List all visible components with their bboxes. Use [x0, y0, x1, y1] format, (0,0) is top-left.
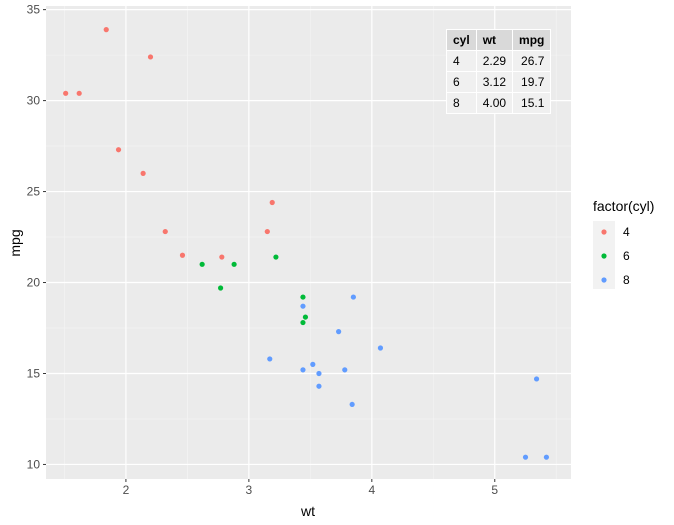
table-row: 4 2.29 26.7 — [446, 50, 552, 72]
data-point-cyl-4 — [140, 170, 146, 176]
data-point-cyl-8 — [377, 345, 384, 351]
x-tick-label: 5 — [491, 483, 498, 497]
y-tick-label: 25 — [27, 185, 41, 199]
x-tick-label: 3 — [246, 483, 253, 497]
legend: factor(cyl) 4 6 8 — [593, 198, 654, 289]
table-cell: 3.12 — [475, 71, 514, 93]
table-row: 6 3.12 19.7 — [446, 71, 552, 93]
table-cell: 4 — [446, 50, 477, 72]
axis-ticks — [43, 9, 496, 482]
data-point-cyl-8 — [342, 367, 348, 373]
table-cell: 6 — [446, 71, 477, 93]
data-point-cyl-8 — [300, 303, 306, 309]
summary-table: cyl wt mpg 4 2.29 26.7 6 3.12 19.7 8 4.0… — [446, 29, 552, 114]
data-point-cyl-4 — [162, 228, 168, 235]
data-point-cyl-8 — [300, 367, 306, 373]
data-point-cyl-4 — [115, 147, 122, 153]
table-cell: 4.00 — [475, 92, 514, 114]
table-cell: 19.7 — [512, 71, 552, 93]
table-cell: 26.7 — [512, 50, 552, 72]
table-header-row: cyl wt mpg — [446, 29, 552, 51]
y-axis-title: mpg — [7, 229, 23, 256]
data-point-cyl-6 — [302, 314, 309, 320]
data-point-cyl-8 — [533, 376, 540, 382]
data-point-cyl-4 — [269, 199, 275, 206]
data-point-cyl-8 — [522, 454, 529, 460]
data-point-cyl-4 — [76, 90, 82, 96]
legend-label: 8 — [623, 273, 630, 287]
table-row: 8 4.00 15.1 — [446, 92, 552, 114]
table-cell: 2.29 — [475, 50, 514, 72]
y-tick-label: 10 — [27, 457, 41, 471]
y-tick-label: 15 — [27, 366, 41, 380]
data-point-cyl-6 — [300, 319, 306, 326]
legend-key-cyl-6 — [601, 253, 607, 259]
y-tick-labels: 10 15 20 25 30 35 — [27, 3, 41, 472]
legend-title: factor(cyl) — [593, 198, 654, 214]
data-point-cyl-8 — [310, 361, 316, 367]
data-point-cyl-4 — [219, 254, 225, 260]
header-wt: wt — [475, 29, 514, 51]
y-tick-label: 30 — [27, 94, 41, 108]
y-tick-label: 35 — [27, 3, 41, 17]
legend-label: 6 — [623, 249, 630, 263]
header-mpg: mpg — [512, 29, 552, 51]
data-point-cyl-4 — [63, 90, 69, 96]
legend-label: 4 — [623, 225, 630, 239]
data-point-cyl-6 — [300, 294, 306, 300]
data-point-cyl-4 — [179, 252, 186, 258]
data-point-cyl-6 — [273, 254, 279, 260]
y-tick-label: 20 — [27, 276, 41, 290]
data-point-cyl-8 — [543, 454, 550, 460]
data-points — [63, 27, 550, 460]
data-point-cyl-6 — [231, 261, 237, 267]
legend-key-cyl-4 — [601, 229, 607, 235]
data-point-cyl-8 — [316, 383, 322, 389]
data-point-cyl-4 — [264, 228, 270, 235]
data-point-cyl-4 — [103, 27, 109, 33]
header-cyl: cyl — [446, 29, 477, 51]
x-tick-label: 4 — [368, 483, 375, 497]
data-point-cyl-8 — [350, 294, 356, 300]
x-axis-title: wt — [300, 503, 315, 519]
data-point-cyl-8 — [316, 370, 322, 377]
data-point-cyl-6 — [217, 285, 224, 291]
data-point-cyl-8 — [267, 356, 273, 362]
x-tick-labels: 2 3 4 5 — [123, 483, 499, 497]
data-point-cyl-4 — [147, 54, 154, 60]
legend-key-cyl-8 — [601, 277, 607, 283]
table-cell: 15.1 — [512, 92, 552, 114]
x-tick-label: 2 — [123, 483, 130, 497]
data-point-cyl-6 — [199, 261, 205, 267]
data-point-cyl-8 — [349, 401, 355, 408]
data-point-cyl-8 — [336, 329, 342, 335]
table-cell: 8 — [446, 92, 477, 114]
